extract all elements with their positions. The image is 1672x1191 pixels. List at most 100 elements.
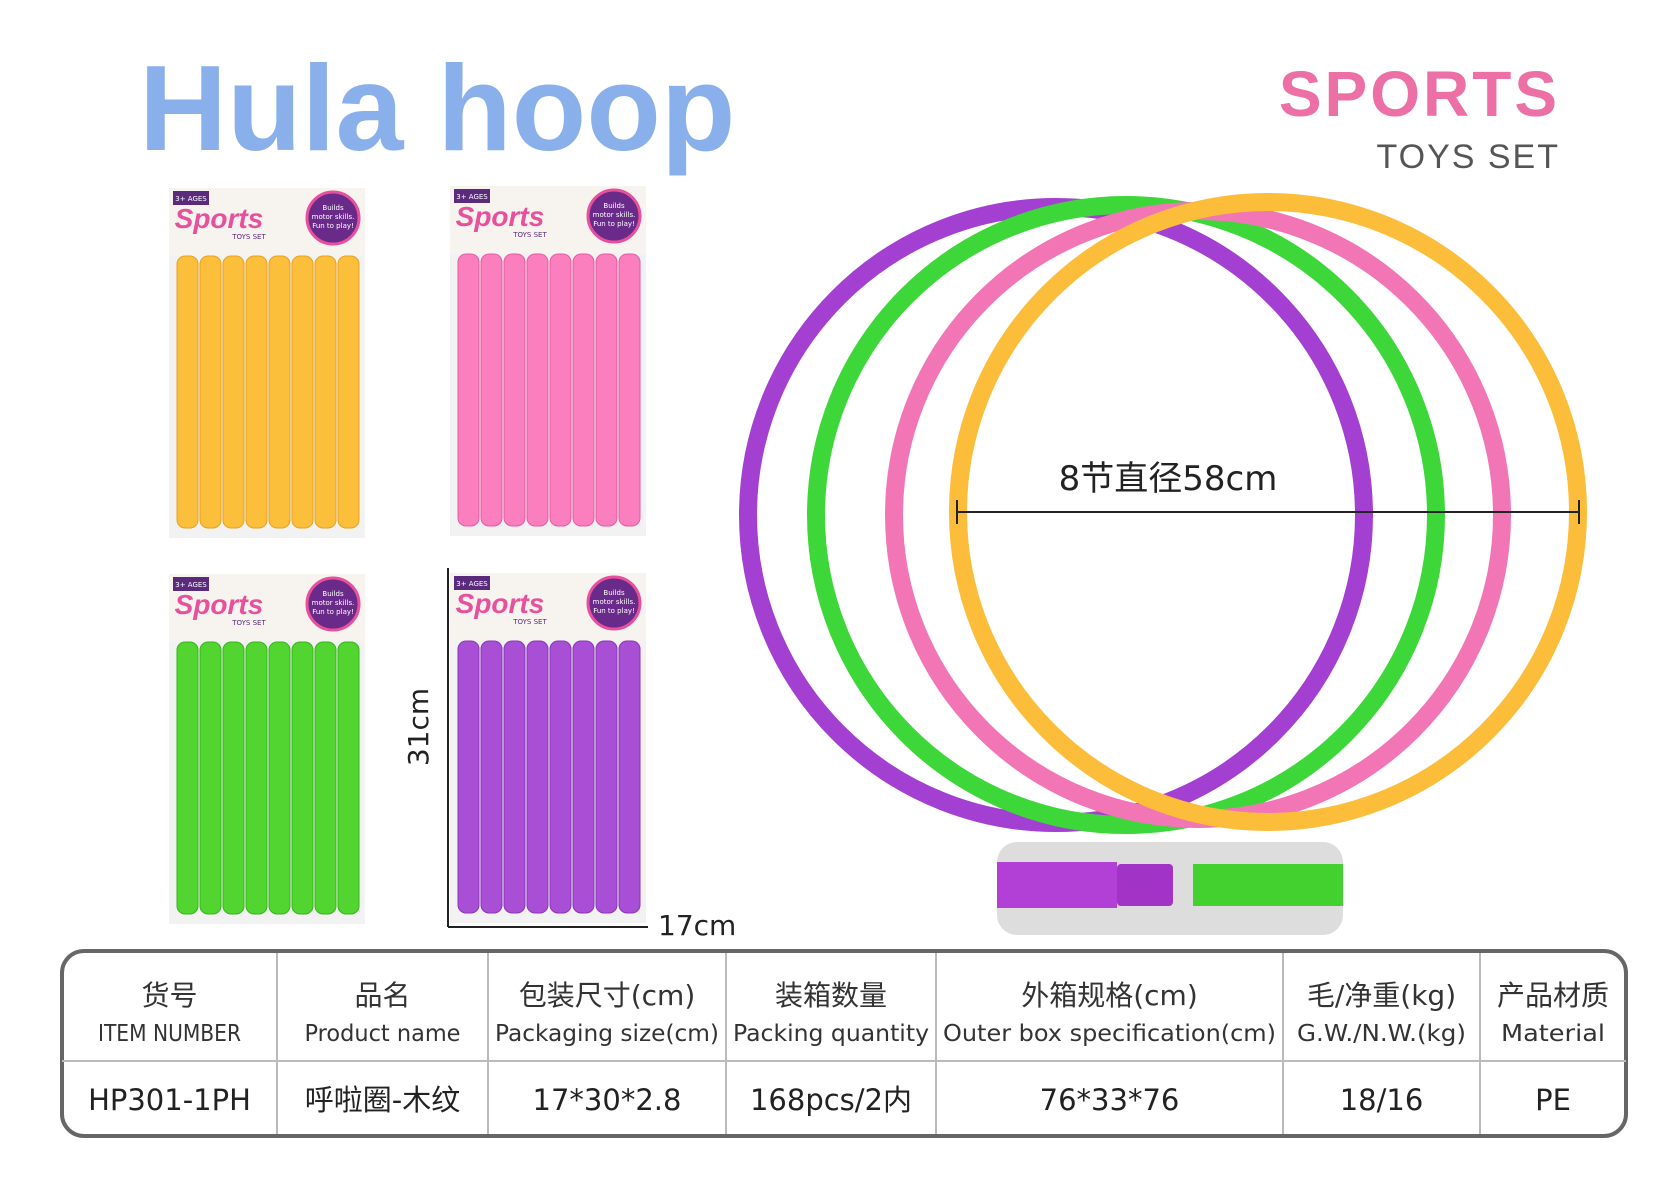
- tube: [176, 255, 199, 529]
- skills-text: motor skills.: [593, 598, 636, 606]
- tube: [503, 253, 526, 527]
- header-cn: 包装尺寸(cm): [519, 979, 696, 1012]
- hoops: [739, 193, 1587, 834]
- age-label: 3+ AGES: [175, 195, 207, 203]
- tube: [549, 253, 572, 527]
- tube: [457, 253, 480, 527]
- tube: [503, 640, 526, 914]
- hoop-green: [807, 196, 1445, 834]
- tube: [199, 641, 222, 915]
- skills-text: motor skills.: [312, 213, 355, 221]
- cell: PE: [1535, 1083, 1571, 1117]
- tube: [549, 640, 572, 914]
- header-cn: 装箱数量: [775, 979, 887, 1012]
- brand: SPORTS: [1279, 58, 1560, 130]
- header-cn: 品名: [354, 979, 410, 1012]
- tube: [222, 255, 245, 529]
- header-en: Outer box specification(cm): [943, 1021, 1276, 1047]
- skills-text: Builds: [322, 590, 344, 598]
- skills-text: Builds: [603, 202, 625, 210]
- skills-badge: [305, 576, 361, 632]
- tube: [572, 640, 595, 914]
- skills-text: Fun to play!: [312, 608, 354, 616]
- tube: [314, 255, 337, 529]
- tube: [480, 640, 503, 914]
- header-cn: 产品材质: [1497, 979, 1609, 1012]
- cell: HP301-1PH: [88, 1083, 251, 1117]
- age-label: 3+ AGES: [456, 193, 488, 201]
- tube: [618, 253, 641, 527]
- tube: [268, 255, 291, 529]
- tube: [337, 255, 360, 529]
- tube: [245, 641, 268, 915]
- package-brand: Sports: [175, 589, 264, 620]
- tube: [526, 640, 549, 914]
- package-subtitle: TOYS SET: [512, 618, 547, 626]
- tube: [291, 641, 314, 915]
- header-cn: 外箱规格(cm): [1021, 979, 1198, 1012]
- tube: [314, 641, 337, 915]
- package-brand: Sports: [456, 201, 545, 232]
- brand-subtitle: TOYS SET: [1376, 138, 1560, 176]
- tube: [291, 255, 314, 529]
- tube: [337, 641, 360, 915]
- diameter-label: 8节直径58cm: [1059, 459, 1278, 499]
- skills-text: Fun to play!: [593, 607, 635, 615]
- header-en: ITEM NUMBER: [98, 1021, 241, 1047]
- skills-badge: [586, 188, 642, 244]
- hoop-pink: [885, 202, 1511, 828]
- tube: [457, 640, 480, 914]
- tube: [268, 641, 291, 915]
- header-en: Packaging size(cm): [495, 1021, 719, 1047]
- header-cn: 货号: [141, 979, 197, 1012]
- tube-purple: [997, 862, 1117, 908]
- tube: [480, 253, 503, 527]
- cell: 168pcs/2内: [750, 1083, 912, 1117]
- tube-green: [1193, 864, 1343, 906]
- skills-badge: [586, 575, 642, 631]
- tube: [618, 640, 641, 914]
- age-label: 3+ AGES: [456, 580, 488, 588]
- width-label: 17cm: [658, 909, 736, 942]
- skills-text: Builds: [322, 204, 344, 212]
- age-badge: [173, 577, 209, 591]
- header-en: Packing quantity: [733, 1021, 929, 1047]
- header-en: Material: [1501, 1021, 1605, 1047]
- skills-text: Builds: [603, 589, 625, 597]
- package-brand: Sports: [456, 588, 545, 619]
- tube: [245, 255, 268, 529]
- age-badge: [454, 576, 490, 590]
- tube: [526, 253, 549, 527]
- skills-text: motor skills.: [593, 211, 636, 219]
- skills-text: Fun to play!: [312, 222, 354, 230]
- cell: 呼啦圈-木纹: [305, 1083, 460, 1117]
- package-subtitle: TOYS SET: [231, 233, 266, 241]
- height-label: 31cm: [402, 688, 435, 766]
- tube: [572, 253, 595, 527]
- connector: [1117, 864, 1173, 906]
- tube: [595, 253, 618, 527]
- tube: [176, 641, 199, 915]
- table-frame: [60, 949, 1628, 1138]
- header-en: G.W./N.W.(kg): [1297, 1021, 1466, 1047]
- package-subtitle: TOYS SET: [512, 231, 547, 239]
- tube: [199, 255, 222, 529]
- header-cn: 毛/净重(kg): [1307, 979, 1456, 1012]
- age-badge: [173, 191, 209, 205]
- age-label: 3+ AGES: [175, 581, 207, 589]
- skills-badge: [305, 190, 361, 246]
- skills-text: motor skills.: [312, 599, 355, 607]
- tube: [222, 641, 245, 915]
- cell: 17*30*2.8: [533, 1083, 682, 1117]
- tube: [595, 640, 618, 914]
- age-badge: [454, 189, 490, 203]
- package-brand: Sports: [175, 203, 264, 234]
- cell: 76*33*76: [1040, 1083, 1180, 1117]
